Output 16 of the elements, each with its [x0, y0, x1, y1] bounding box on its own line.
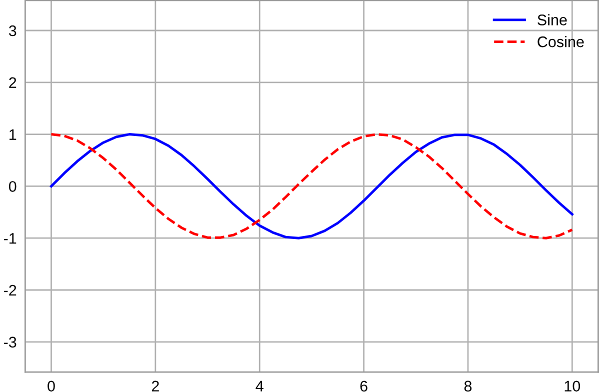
x-tick-label: 6 — [360, 380, 368, 392]
y-tick-label: -3 — [4, 336, 16, 348]
legend-label: Sine — [538, 14, 567, 26]
x-tick-label: 0 — [48, 380, 55, 392]
x-tick-label: 2 — [152, 380, 159, 392]
legend-label: Cosine — [538, 36, 584, 48]
y-tick-label: -2 — [4, 284, 16, 296]
y-tick-label: 3 — [8, 25, 16, 36]
line-series — [50, 133, 574, 240]
y-tick-label: 1 — [10, 129, 16, 140]
x-tick-label: 8 — [464, 380, 472, 392]
y-tick-label: 0 — [8, 181, 16, 192]
x-tick-label: 10 — [564, 380, 580, 392]
y-tick-label: 2 — [9, 77, 16, 88]
x-tick-label: 4 — [256, 380, 264, 392]
y-tick-label: -1 — [4, 233, 16, 244]
